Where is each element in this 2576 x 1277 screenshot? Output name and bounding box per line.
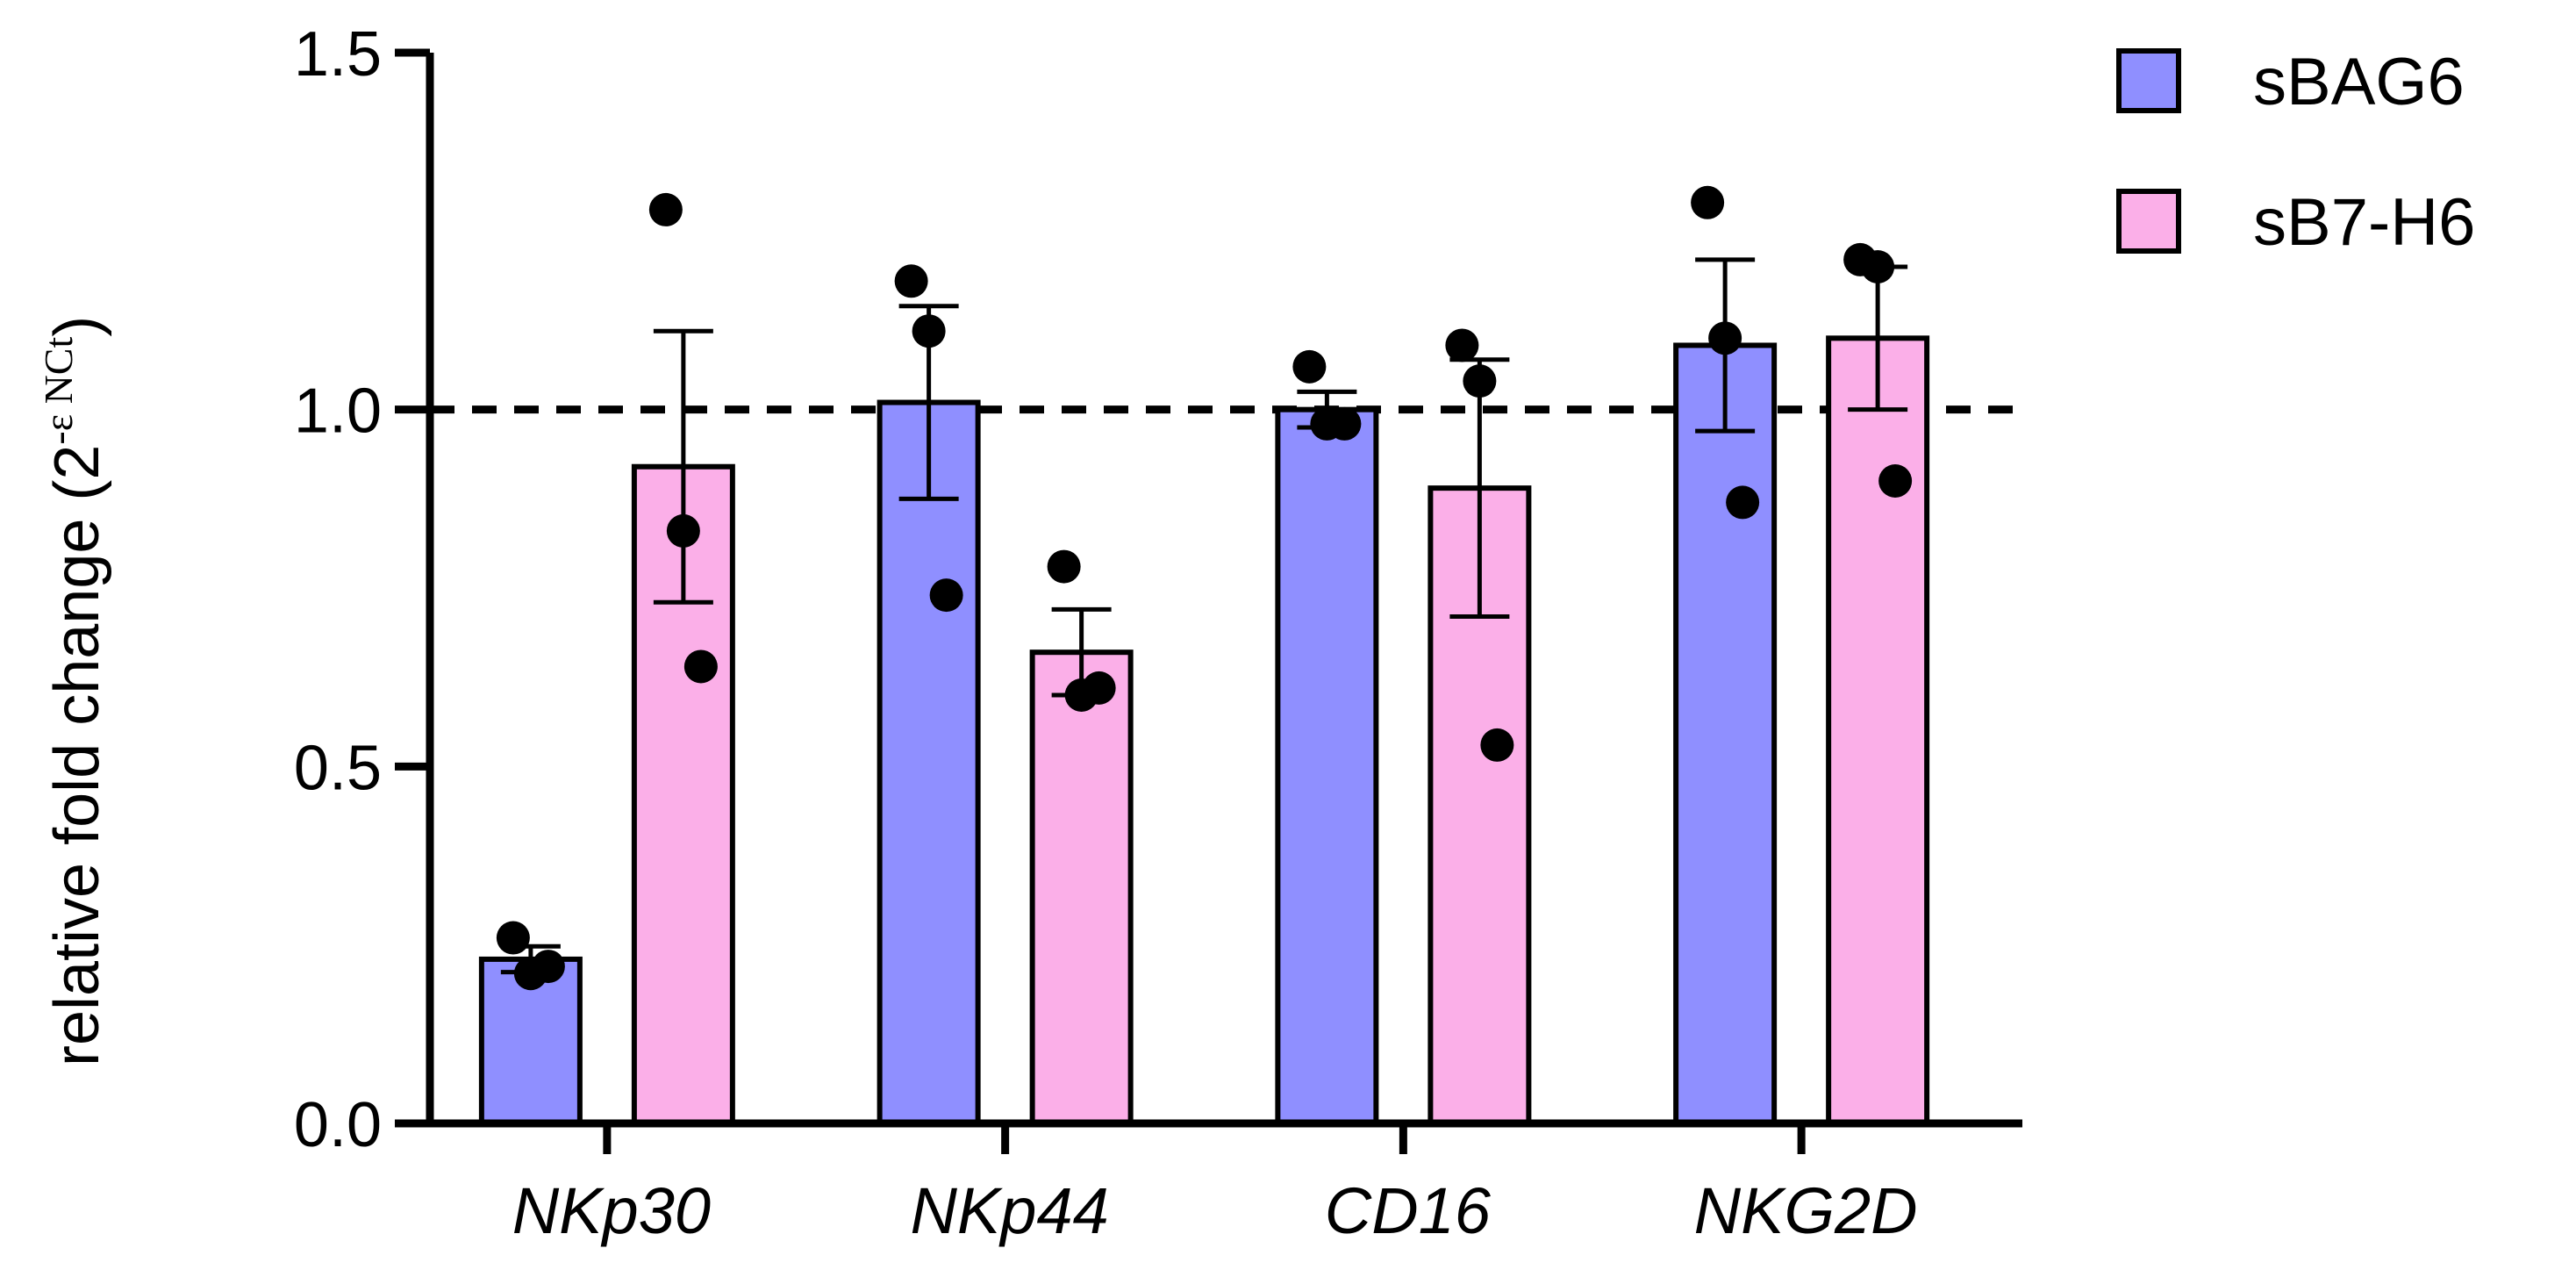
bar-sBAG6-NKp44	[877, 399, 981, 1126]
y-axis-title-main: relative fold change (2	[42, 445, 112, 1066]
x-tick-label-NKp30: NKp30	[512, 1174, 711, 1247]
data-point	[531, 950, 565, 984]
legend-label-sBAG6: sBAG6	[2253, 45, 2465, 119]
data-point	[929, 578, 963, 613]
data-point	[912, 314, 946, 348]
y-axis-title: relative fold change (2-ε NCt)	[36, 316, 112, 1066]
data-point	[894, 264, 928, 298]
data-point	[1691, 185, 1725, 219]
data-point	[1327, 406, 1362, 441]
data-point	[1463, 364, 1497, 398]
data-point	[1082, 671, 1116, 705]
x-tick-label-CD16: CD16	[1325, 1174, 1492, 1247]
data-point	[1878, 464, 1913, 498]
data-point	[1292, 349, 1327, 384]
bar-sB7-H6-NKp44	[1029, 649, 1134, 1126]
y-tick-label: 1.5	[294, 19, 382, 90]
data-point	[1708, 321, 1742, 355]
legend-label-sB7-H6: sB7-H6	[2253, 185, 2475, 260]
data-point	[1726, 485, 1760, 520]
data-point	[666, 513, 700, 548]
x-tick-label-NKG2D: NKG2D	[1694, 1174, 1918, 1247]
bar-sBAG6-NKG2D	[1673, 342, 1778, 1126]
legend-swatch-sB7-H6	[2116, 189, 2181, 254]
data-point	[683, 649, 718, 684]
data-point	[648, 192, 683, 226]
x-tick-label-NKp44: NKp44	[910, 1174, 1108, 1247]
y-axis-title-superscript: -ε NCt	[36, 337, 81, 445]
bars-group	[478, 185, 1930, 1127]
data-point	[1480, 728, 1514, 762]
y-axis-title-close: )	[42, 316, 112, 337]
legend-swatch-sBAG6	[2116, 48, 2181, 113]
data-point	[1445, 328, 1479, 362]
bar-sB7-H6-NKG2D	[1826, 335, 1930, 1127]
y-tick-label: 0.0	[294, 1090, 382, 1160]
legend: sBAG6 sB7-H6	[2116, 45, 2475, 260]
y-tick-label: 1.0	[294, 377, 382, 447]
data-point	[496, 921, 530, 955]
data-point	[1861, 250, 1895, 283]
bar-sBAG6-CD16	[1275, 406, 1379, 1126]
axes-group: 0.0 0.5 1.0 1.5 NKp30 NKp44 CD16 NKG2D	[294, 19, 2022, 1247]
y-tick-label: 0.5	[294, 733, 382, 803]
data-point	[1047, 549, 1081, 584]
